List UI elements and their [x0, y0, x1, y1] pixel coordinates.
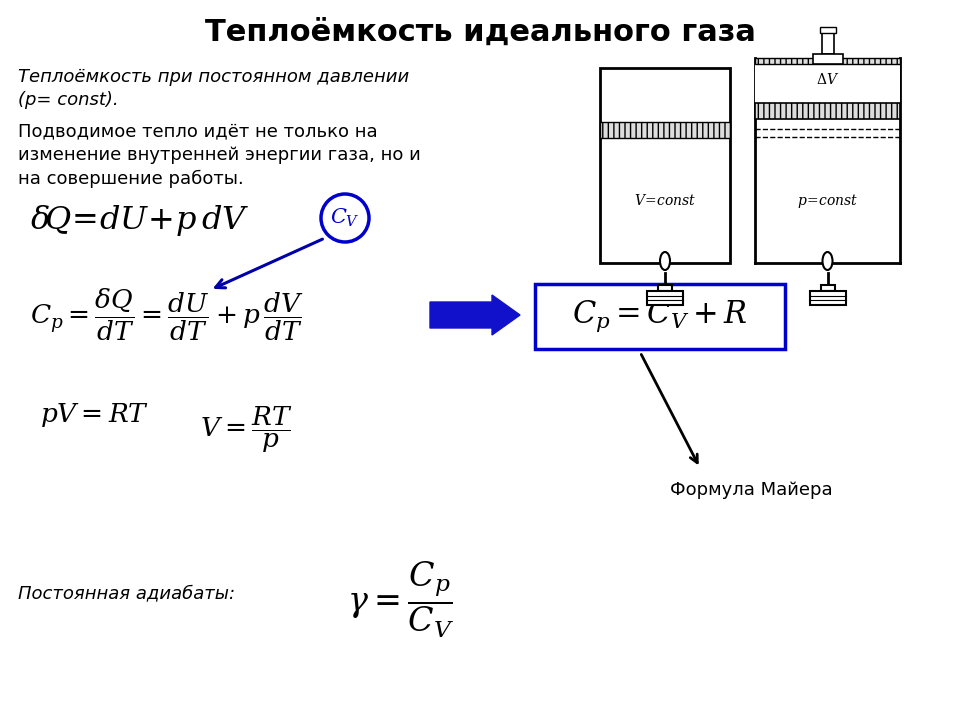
Bar	[822, 32, 833, 54]
FancyArrow shape	[430, 295, 520, 335]
Ellipse shape	[660, 252, 670, 270]
Bar	[647, 291, 683, 305]
Text: Формула Майера: Формула Майера	[670, 481, 832, 499]
Text: $\gamma = \dfrac{C_p}{C_V}$: $\gamma = \dfrac{C_p}{C_V}$	[347, 560, 453, 640]
Text: Постоянная адиабаты:: Постоянная адиабаты:	[18, 584, 235, 602]
Bar	[658, 285, 672, 291]
Text: Теплоёмкость идеального газа: Теплоёмкость идеального газа	[204, 17, 756, 47]
Ellipse shape	[823, 252, 832, 270]
Bar	[812, 54, 843, 64]
Text: Подводимое тепло идёт не только на: Подводимое тепло идёт не только на	[18, 122, 377, 140]
Text: на совершение работы.: на совершение работы.	[18, 170, 244, 188]
Bar	[535, 284, 785, 349]
Text: $\delta\!Q\!=\!dU\!+\!p\,dV$: $\delta\!Q\!=\!dU\!+\!p\,dV$	[30, 202, 250, 238]
Text: $C_p = \dfrac{\delta Q}{dT} = \dfrac{dU}{dT} + p\,\dfrac{dV}{dT}$: $C_p = \dfrac{\delta Q}{dT} = \dfrac{dU}…	[30, 287, 303, 343]
Text: (p= const).: (p= const).	[18, 91, 119, 109]
Text: $C_V$: $C_V$	[330, 207, 360, 229]
Text: $pV = RT$: $pV = RT$	[40, 401, 149, 429]
Text: изменение внутренней энергии газа, но и: изменение внутренней энергии газа, но и	[18, 146, 420, 164]
Bar	[755, 58, 900, 64]
Bar	[821, 285, 834, 291]
Bar	[820, 27, 835, 33]
Bar	[755, 103, 900, 119]
Text: $V\!=\!const$: $V\!=\!const$	[634, 193, 696, 208]
Bar	[600, 122, 730, 138]
Bar	[755, 58, 900, 103]
Bar	[809, 291, 846, 305]
Text: $\Delta V$: $\Delta V$	[816, 73, 839, 88]
Text: Теплоёмкость при постоянном давлении: Теплоёмкость при постоянном давлении	[18, 68, 409, 86]
Bar	[600, 68, 730, 263]
Text: $V = \dfrac{RT}{p}$: $V = \dfrac{RT}{p}$	[200, 405, 292, 455]
Text: $p\!=\!const$: $p\!=\!const$	[797, 192, 858, 210]
Text: $C_p = C_V + R$: $C_p = C_V + R$	[572, 299, 748, 334]
